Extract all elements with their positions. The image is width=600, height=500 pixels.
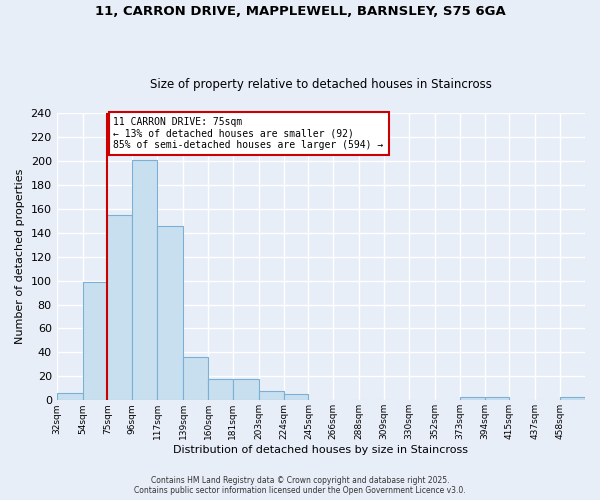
Bar (259, 390, 284, 400)
Bar (183, 357, 208, 401)
Bar (107, 214, 133, 400)
Text: 11 CARRON DRIVE: 75sqm
← 13% of detached houses are smaller (92)
85% of semi-det: 11 CARRON DRIVE: 75sqm ← 13% of detached… (113, 116, 383, 150)
Text: 11, CARRON DRIVE, MAPPLEWELL, BARNSLEY, S75 6GA: 11, CARRON DRIVE, MAPPLEWELL, BARNSLEY, … (95, 5, 505, 18)
Bar (284, 394, 308, 400)
Bar (157, 226, 183, 400)
Bar (208, 378, 233, 400)
Bar (83, 282, 107, 401)
Bar (56, 393, 83, 400)
Bar (485, 396, 509, 400)
Y-axis label: Number of detached properties: Number of detached properties (15, 169, 25, 344)
Text: Contains HM Land Registry data © Crown copyright and database right 2025.
Contai: Contains HM Land Registry data © Crown c… (134, 476, 466, 495)
Title: Size of property relative to detached houses in Staincross: Size of property relative to detached ho… (150, 78, 492, 91)
Bar (233, 378, 259, 400)
Bar (560, 396, 585, 400)
Bar (133, 160, 157, 400)
X-axis label: Distribution of detached houses by size in Staincross: Distribution of detached houses by size … (173, 445, 469, 455)
Bar (460, 396, 485, 400)
